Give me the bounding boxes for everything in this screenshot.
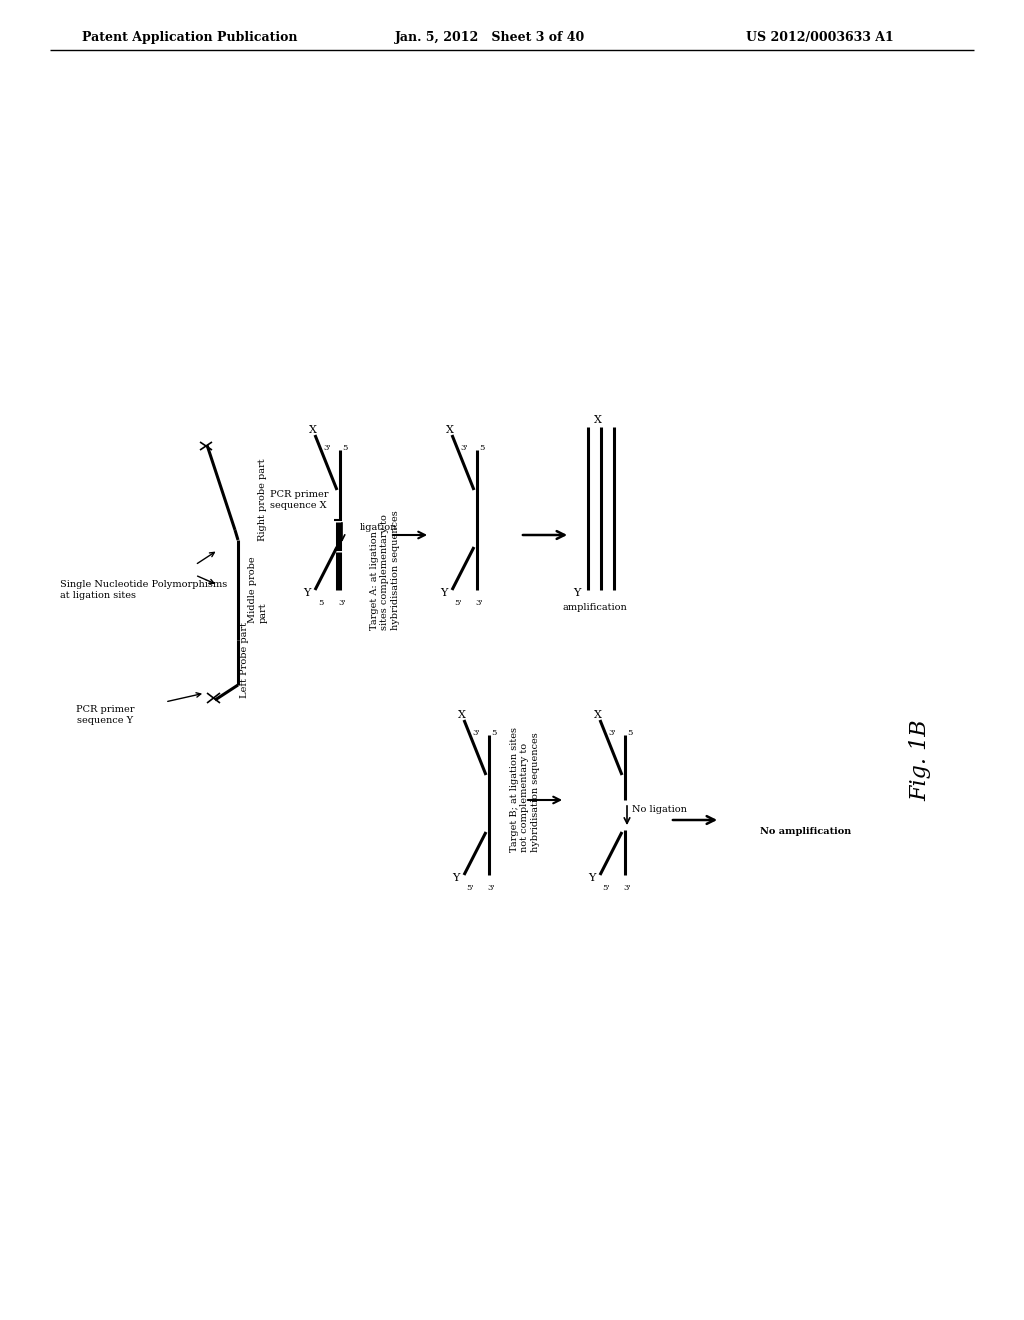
Text: 5: 5 [342,444,348,451]
Text: 5: 5 [492,729,497,737]
Text: PCR primer
sequence X: PCR primer sequence X [270,490,329,510]
Text: Left Probe part: Left Probe part [240,622,249,698]
Text: 5': 5' [466,884,474,892]
Text: X: X [446,425,454,436]
Text: X: X [594,710,602,719]
Text: 5: 5 [318,599,324,607]
Text: US 2012/0003633 A1: US 2012/0003633 A1 [746,30,894,44]
Text: Single Nucleotide Polymorphisms
at ligation sites: Single Nucleotide Polymorphisms at ligat… [60,581,227,599]
Text: Right probe part: Right probe part [258,458,267,541]
Text: 3': 3' [487,884,495,892]
Text: Y: Y [573,587,581,598]
Text: X: X [458,710,466,719]
Text: X: X [309,425,317,436]
Text: 3': 3' [324,444,331,451]
Text: No ligation: No ligation [632,805,687,814]
Text: 3': 3' [460,444,468,451]
Text: X: X [594,414,602,425]
Text: ligation: ligation [360,524,397,532]
Text: 3': 3' [338,599,346,607]
Text: amplification: amplification [562,603,628,612]
Text: 5': 5' [454,599,462,607]
Text: 5: 5 [628,729,633,737]
Text: 3': 3' [475,599,483,607]
Text: Target B; at ligation sites
not complementary to
hybridisation sequences: Target B; at ligation sites not compleme… [510,727,540,853]
Text: Jan. 5, 2012   Sheet 3 of 40: Jan. 5, 2012 Sheet 3 of 40 [395,30,585,44]
Text: 3': 3' [472,729,480,737]
Text: No amplification: No amplification [760,828,851,837]
Text: Y: Y [589,873,596,883]
Text: Y: Y [453,873,460,883]
Text: Patent Application Publication: Patent Application Publication [82,30,298,44]
Text: 3': 3' [624,884,631,892]
Text: PCR primer
sequence Y: PCR primer sequence Y [76,705,134,725]
Text: Y: Y [303,587,310,598]
Text: 5: 5 [479,444,484,451]
Text: 5': 5' [602,884,610,892]
Text: Target A: at ligation
sites complementary to
hybridisation sequences: Target A: at ligation sites complementar… [370,510,399,630]
Text: Middle probe
part: Middle probe part [248,557,267,623]
Text: Fig. 1B: Fig. 1B [909,719,931,801]
Text: 3': 3' [608,729,615,737]
Text: Y: Y [440,587,447,598]
